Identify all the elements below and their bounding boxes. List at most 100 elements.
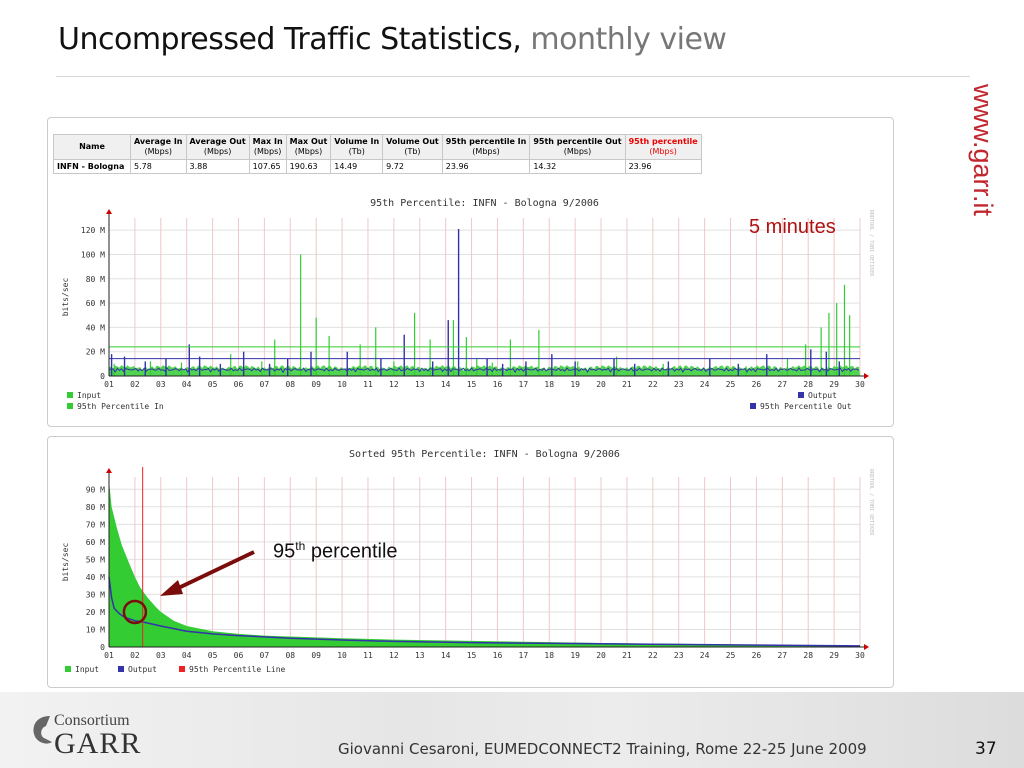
table-cell: 190.63 xyxy=(285,159,332,174)
table-cell: 23.96 xyxy=(624,159,702,174)
legend-p95-out: 95th Percentile Out xyxy=(760,402,852,411)
y-tick-label: 20 M xyxy=(86,608,105,617)
x-tick-label: 22 xyxy=(648,651,658,660)
title-divider xyxy=(56,76,970,77)
header-cell: 95th percentile Out (Mbps) xyxy=(529,134,626,160)
y-tick-label: 20 M xyxy=(86,348,105,357)
x-tick-label: 30 xyxy=(855,651,865,660)
table-cell: 5.78 xyxy=(130,159,187,174)
chart-title: Sorted 95th Percentile: INFN - Bologna 9… xyxy=(349,449,620,460)
garr-logo-icon xyxy=(33,716,52,744)
x-tick-label: 08 xyxy=(285,380,295,389)
header-cell: Max Out (Mbps) xyxy=(285,134,332,160)
x-tick-label: 04 xyxy=(182,380,192,389)
x-tick-label: 01 xyxy=(104,380,114,389)
y-tick-label: 0 xyxy=(100,372,105,381)
y-tick-label: 0 xyxy=(100,643,105,652)
y-tick-label: 60 M xyxy=(86,538,105,547)
y-tick-label: 100 M xyxy=(81,250,105,259)
x-tick-label: 12 xyxy=(389,380,399,389)
header-cell: Average Out (Mbps) xyxy=(185,134,250,160)
table-cell: 3.88 xyxy=(185,159,250,174)
legend-p95-out-swatch xyxy=(750,403,756,409)
legend-output-swatch xyxy=(798,392,804,398)
x-tick-label: 11 xyxy=(363,651,373,660)
y-tick-label: 120 M xyxy=(81,226,105,235)
x-tick-label: 28 xyxy=(803,380,813,389)
table-cell: 23.96 xyxy=(441,159,531,174)
legend-input-swatch xyxy=(67,392,73,398)
x-tick-label: 10 xyxy=(337,651,347,660)
x-tick-label: 02 xyxy=(130,651,140,660)
x-tick-label: 15 xyxy=(467,651,477,660)
rrdtool-credit: RRDTOOL / TOBI OETIKER xyxy=(868,469,874,536)
header-cell-highlight: 95th percentile (Mbps) xyxy=(624,134,702,160)
header-cell: Average In (Mbps) xyxy=(130,134,187,160)
y-axis-label: bits/sec xyxy=(61,278,70,317)
legend-input-swatch xyxy=(65,666,71,672)
x-tick-label: 13 xyxy=(415,380,425,389)
y-tick-label: 80 M xyxy=(86,503,105,512)
y-axis-arrow-icon xyxy=(106,209,112,214)
x-tick-label: 09 xyxy=(311,651,321,660)
y-tick-label: 70 M xyxy=(86,520,105,529)
arrow-line xyxy=(169,550,255,594)
x-tick-label: 30 xyxy=(855,380,865,389)
table-cell: 9.72 xyxy=(382,159,443,174)
footer-credit: Giovanni Cesaroni, EUMEDCONNECT2 Trainin… xyxy=(338,740,867,758)
table-cell: 107.65 xyxy=(248,159,287,174)
y-tick-label: 90 M xyxy=(86,485,105,494)
x-tick-label: 23 xyxy=(674,380,684,389)
x-tick-label: 25 xyxy=(726,651,736,660)
header-cell: Max In (Mbps) xyxy=(248,134,287,160)
legend-p95-line: 95th Percentile Line xyxy=(189,665,286,674)
legend-output: Output xyxy=(808,391,837,400)
x-tick-label: 08 xyxy=(285,651,295,660)
stats-table: Name Average In (Mbps) Average Out (Mbps) … xyxy=(53,134,702,174)
logo-garr: GARR xyxy=(54,727,142,760)
y-tick-label: 80 M xyxy=(86,275,105,284)
table-cell: INFN - Bologna xyxy=(53,159,131,174)
table-row: INFN - Bologna 5.78 3.88 107.65 190.63 1… xyxy=(53,159,702,174)
x-tick-label: 20 xyxy=(596,380,606,389)
x-tick-label: 14 xyxy=(441,651,451,660)
legend-output-swatch xyxy=(118,666,124,672)
x-tick-label: 02 xyxy=(130,380,140,389)
x-tick-label: 26 xyxy=(752,651,762,660)
x-tick-label: 10 xyxy=(337,380,347,389)
footer-bar xyxy=(0,692,1024,768)
x-tick-label: 19 xyxy=(570,380,580,389)
slide-title: Uncompressed Traffic Statistics, monthly… xyxy=(58,22,727,57)
percentile-annotation: 95th percentile xyxy=(273,539,398,563)
header-cell: 95th percentile In (Mbps) xyxy=(441,134,531,160)
x-tick-label: 23 xyxy=(674,651,684,660)
x-tick-label: 05 xyxy=(208,651,218,660)
slide-title-main: Uncompressed Traffic Statistics, xyxy=(58,22,522,57)
x-tick-label: 05 xyxy=(208,380,218,389)
x-tick-label: 17 xyxy=(519,380,529,389)
x-tick-label: 15 xyxy=(467,380,477,389)
x-tick-label: 12 xyxy=(389,651,399,660)
y-tick-label: 30 M xyxy=(86,590,105,599)
x-tick-label: 03 xyxy=(156,380,166,389)
x-tick-label: 27 xyxy=(777,651,787,660)
arrow-head xyxy=(160,580,183,596)
legend-p95-line-swatch xyxy=(179,666,185,672)
x-tick-label: 09 xyxy=(311,380,321,389)
y-axis-label: bits/sec xyxy=(61,543,70,582)
x-tick-label: 27 xyxy=(777,380,787,389)
percentile-arrow xyxy=(160,550,255,596)
x-tick-label: 25 xyxy=(726,380,736,389)
x-tick-label: 19 xyxy=(570,651,580,660)
x-tick-label: 29 xyxy=(829,651,839,660)
x-tick-label: 21 xyxy=(622,380,632,389)
percentile-highlight-circle xyxy=(122,599,148,625)
legend-p95-in-swatch xyxy=(67,403,73,409)
table-cell: 14.32 xyxy=(529,159,626,174)
x-tick-label: 22 xyxy=(648,380,658,389)
x-tick-label: 16 xyxy=(493,651,503,660)
x-tick-label: 18 xyxy=(544,651,554,660)
five-minutes-annotation: 5 minutes xyxy=(749,216,836,238)
x-tick-label: 06 xyxy=(234,380,244,389)
x-axis-arrow-icon xyxy=(864,644,869,650)
